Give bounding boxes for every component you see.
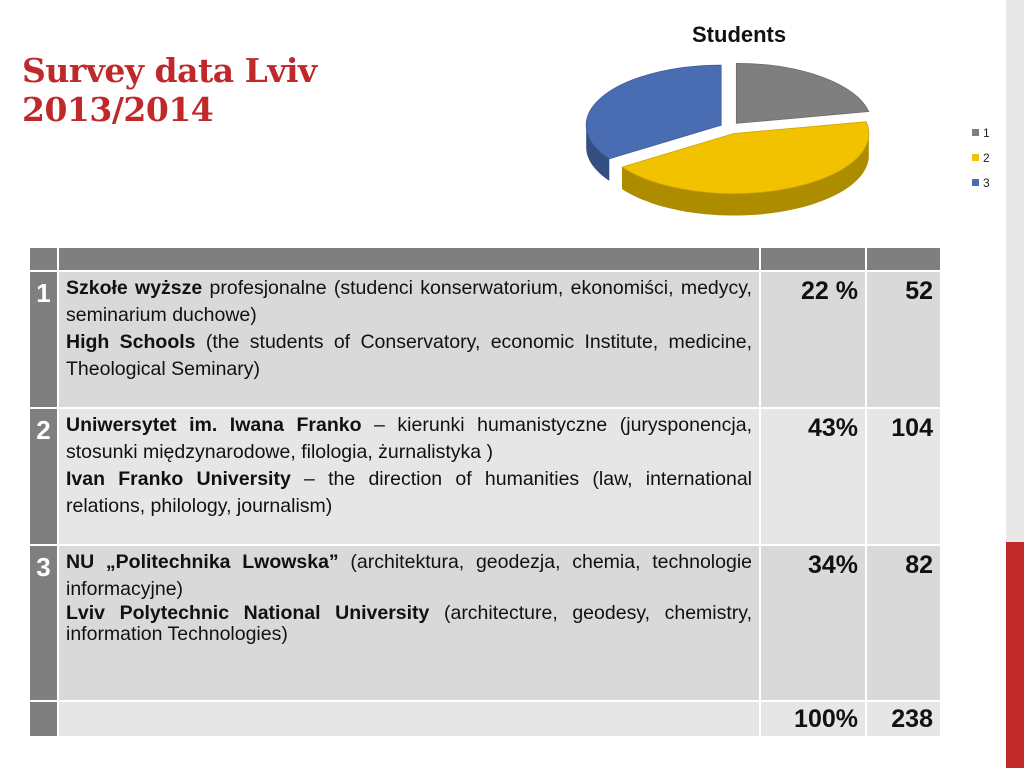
header-cell	[759, 246, 867, 272]
total-index-cell	[28, 700, 59, 738]
legend-item-2: 2	[972, 145, 990, 170]
total-count: 238	[865, 700, 942, 738]
english-detail: – the direction of humanities (law, inte…	[66, 467, 752, 517]
english-name: Lviv Polytechnic National University	[66, 601, 430, 624]
total-label-cell	[57, 700, 761, 738]
pie-slice-2	[621, 121, 870, 194]
english-detail: (the students of Conservatory, economic …	[66, 330, 752, 380]
chart-title: Students	[692, 22, 787, 47]
pie-chart	[585, 62, 870, 216]
legend-label-3: 3	[983, 175, 990, 190]
legend-swatch-1	[972, 129, 979, 136]
table-total-row: 100% 238	[28, 700, 942, 738]
legend-label-1: 1	[983, 125, 990, 140]
english-text: Lviv Polytechnic National University (ar…	[66, 601, 753, 646]
polish-name: NU „Politechnika Lwowska”	[66, 551, 339, 573]
legend-swatch-2	[972, 154, 979, 161]
polish-text: NU „Politechnika Lwowska” (architektura,…	[66, 549, 752, 603]
legend-item-3: 3	[972, 170, 990, 195]
row-percent: 22 %	[759, 270, 867, 409]
polish-text: Szkołe wyższe profesjonalne (studenci ko…	[66, 275, 752, 329]
header-cell	[57, 246, 761, 272]
slide-title-line1: Survey data Lviv	[22, 51, 317, 90]
legend-label-2: 2	[983, 150, 990, 165]
header-cell	[28, 246, 59, 272]
polish-text: Uniwersytet im. Iwana Franko – kierunki …	[66, 412, 752, 466]
row-index: 1	[28, 270, 59, 409]
row-count: 104	[865, 407, 942, 546]
english-detail: (architecture, geodesy, chemistry, infor…	[66, 601, 753, 646]
row-percent: 34%	[759, 544, 867, 702]
table-row: 3 NU „Politechnika Lwowska” (architektur…	[28, 544, 942, 702]
pie-slice-side-3	[586, 124, 610, 181]
header-cell	[865, 246, 942, 272]
slide-title: Survey data Lviv 2013/2014	[22, 51, 317, 130]
polish-name: Szkołe wyższe	[66, 277, 203, 299]
table-header-row	[28, 246, 942, 272]
row-description: Szkołe wyższe profesjonalne (studenci ko…	[57, 270, 761, 409]
right-edge-accent	[1006, 542, 1024, 768]
polish-detail: (architektura, geodezja, chemia, technol…	[66, 551, 752, 600]
pie-slice-side-2	[622, 132, 869, 216]
row-count: 52	[865, 270, 942, 409]
legend-item-1: 1	[972, 120, 990, 145]
pie-slice-3	[585, 64, 722, 160]
survey-table: 1 Szkołe wyższe profesjonalne (studenci …	[28, 246, 942, 738]
total-percent: 100%	[759, 700, 867, 738]
right-edge-bar	[1006, 0, 1024, 768]
legend-swatch-3	[972, 179, 979, 186]
english-text: Ivan Franko University – the direction o…	[66, 466, 752, 520]
pie-slice-1	[735, 62, 870, 124]
table-row: 2 Uniwersytet im. Iwana Franko – kierunk…	[28, 407, 942, 546]
english-name: High Schools	[66, 330, 196, 353]
row-percent: 43%	[759, 407, 867, 546]
row-index: 2	[28, 407, 59, 546]
polish-detail: profesjonalne (studenci konserwatorium, …	[66, 277, 752, 326]
chart-legend: 1 2 3	[972, 120, 990, 195]
slide-title-line2: 2013/2014	[22, 89, 214, 129]
row-description: Uniwersytet im. Iwana Franko – kierunki …	[57, 407, 761, 546]
table-row: 1 Szkołe wyższe profesjonalne (studenci …	[28, 270, 942, 409]
row-description: NU „Politechnika Lwowska” (architektura,…	[57, 544, 761, 702]
row-count: 82	[865, 544, 942, 702]
polish-detail: – kierunki humanistyczne (jurysponencja,…	[66, 414, 752, 463]
row-index: 3	[28, 544, 59, 702]
polish-name: Uniwersytet im. Iwana Franko	[66, 414, 362, 436]
english-text: High Schools (the students of Conservato…	[66, 329, 752, 383]
english-name: Ivan Franko University	[66, 467, 291, 490]
